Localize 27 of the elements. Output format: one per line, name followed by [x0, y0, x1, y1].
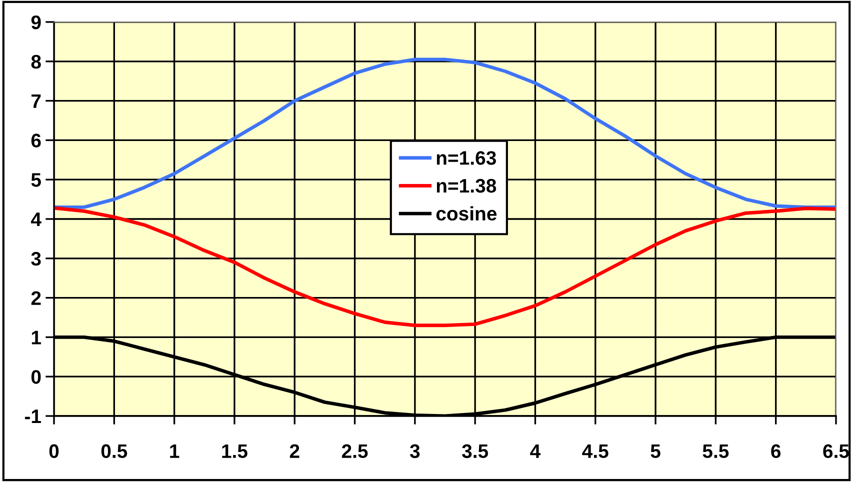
- y-tick-label: 1: [32, 330, 41, 344]
- x-tick-label: 1: [170, 444, 180, 458]
- y-tick-label: 6: [31, 134, 41, 148]
- x-tick-label: 0.5: [101, 444, 128, 458]
- x-tick-label: 4.5: [582, 444, 608, 458]
- x-tick-label: 2.5: [342, 444, 368, 458]
- legend-label: n=1.63: [436, 151, 496, 165]
- legend-label: n=1.38: [436, 178, 496, 193]
- y-tick-label: -1: [24, 410, 41, 424]
- x-tick-label: 0: [49, 444, 59, 458]
- x-tick-label: 3: [410, 444, 420, 458]
- y-tick-label: 5: [31, 173, 41, 187]
- y-tick-label: 4: [30, 212, 42, 226]
- y-tick-label: 0: [31, 370, 41, 384]
- y-tick-label: 8: [31, 54, 41, 69]
- x-tick-label: 1.5: [222, 444, 248, 458]
- x-tick-label: 6: [771, 444, 781, 458]
- y-tick-label: 9: [31, 15, 41, 30]
- x-tick-label: 2: [290, 444, 300, 458]
- x-tick-label: 4: [530, 444, 541, 458]
- y-tick-label: 7: [32, 94, 41, 108]
- x-tick-label: 5.5: [702, 444, 729, 458]
- y-tick-label: 3: [31, 252, 41, 266]
- x-tick-label: 3.5: [462, 444, 488, 458]
- y-tick-label: 2: [31, 291, 41, 305]
- x-tick-label: 5: [650, 444, 660, 458]
- legend-label: cosine: [436, 206, 497, 221]
